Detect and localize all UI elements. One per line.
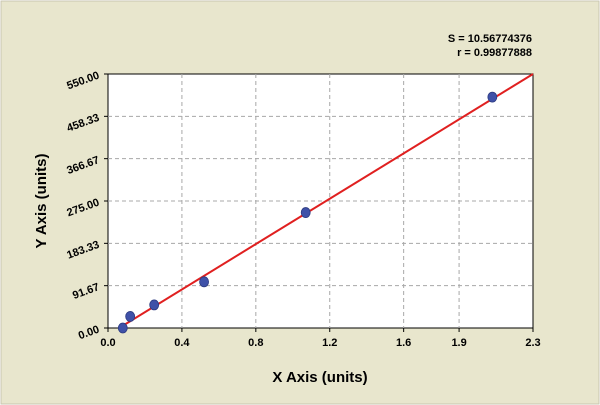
x-tick-label: 1.9: [451, 337, 466, 349]
stat-r-value: r = 0.99877888: [457, 47, 532, 59]
x-tick-label: 0.8: [248, 337, 263, 349]
x-tick-label: 0.0: [100, 337, 115, 349]
x-tick-label: 2.3: [525, 337, 540, 349]
data-points: [117, 91, 498, 334]
data-point: [300, 207, 311, 218]
x-tick-label: 1.6: [396, 337, 411, 349]
fit-line: [118, 73, 534, 329]
data-point: [199, 276, 209, 288]
y-axis-title: Y Axis (units): [33, 153, 50, 248]
x-tick-label: 1.2: [322, 337, 337, 349]
data-point: [117, 322, 128, 334]
data-point: [149, 299, 160, 311]
grid-lines: [108, 74, 533, 328]
x-axis-title: X Axis (units): [272, 369, 367, 386]
stat-s-value: S = 10.56774376: [448, 33, 532, 45]
data-point: [487, 91, 498, 103]
x-axis-ticks: 0.0 0.4 0.8 1.2 1.6 1.9 2.3: [100, 328, 541, 349]
fit-line-group: [118, 73, 534, 329]
x-tick-label: 0.4: [174, 337, 190, 349]
data-point: [125, 311, 136, 322]
